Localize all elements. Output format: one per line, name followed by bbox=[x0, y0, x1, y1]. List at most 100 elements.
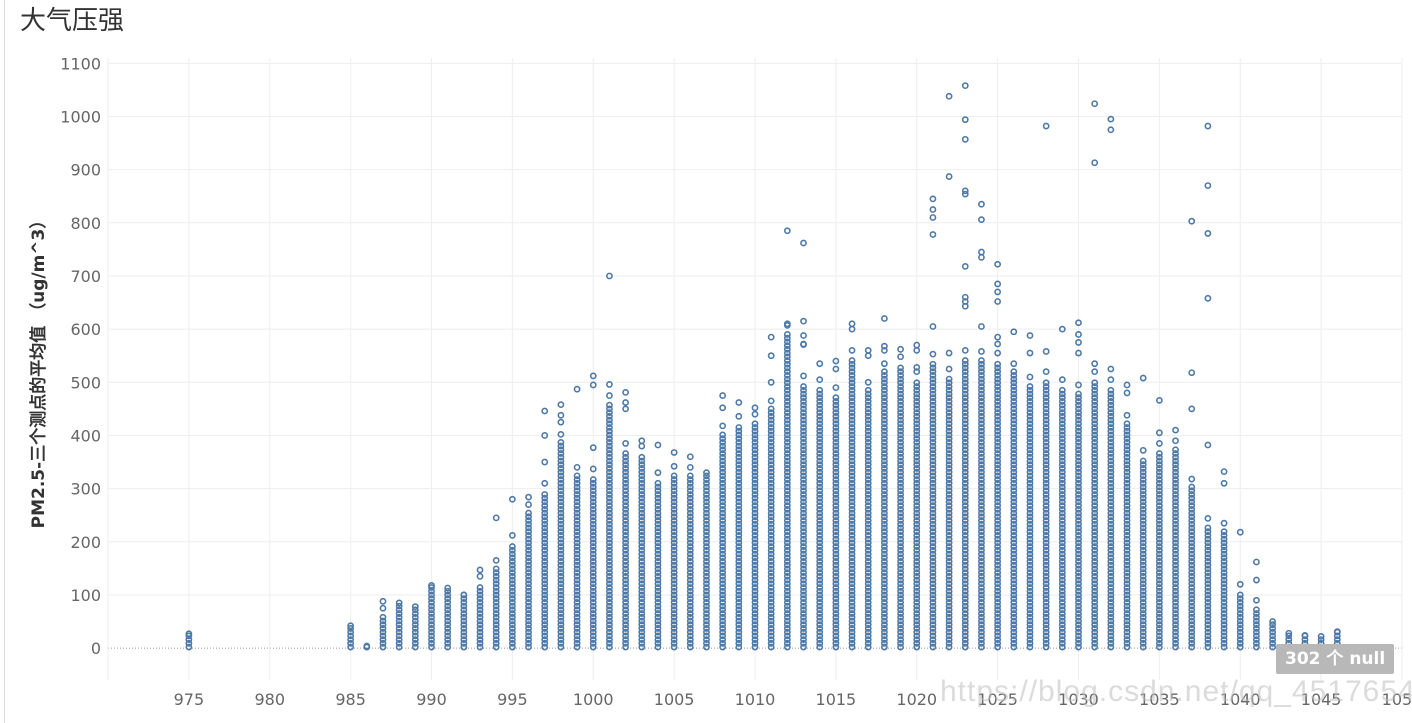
data-point bbox=[670, 524, 678, 532]
data-point-outlier bbox=[1091, 159, 1099, 167]
data-point bbox=[1010, 513, 1018, 521]
data-point bbox=[1188, 483, 1196, 491]
data-point bbox=[1269, 636, 1276, 643]
data-point bbox=[978, 472, 985, 480]
data-point bbox=[783, 531, 791, 539]
data-point bbox=[978, 405, 985, 413]
data-point bbox=[1075, 572, 1082, 580]
data-point bbox=[897, 639, 904, 647]
data-point bbox=[1058, 461, 1066, 469]
data-point bbox=[606, 572, 613, 580]
data-point bbox=[816, 517, 824, 524]
data-point bbox=[670, 643, 678, 651]
data-point bbox=[816, 639, 824, 647]
data-point bbox=[670, 572, 678, 580]
data-point bbox=[557, 476, 565, 483]
data-point bbox=[1042, 491, 1050, 498]
data-point bbox=[913, 625, 921, 632]
data-point bbox=[945, 494, 953, 502]
data-point bbox=[881, 409, 888, 416]
data-point bbox=[703, 520, 710, 528]
data-point bbox=[994, 368, 1002, 376]
data-point bbox=[541, 554, 549, 562]
data-point bbox=[816, 457, 824, 465]
data-point bbox=[881, 491, 888, 498]
data-point bbox=[1026, 643, 1034, 651]
data-point bbox=[929, 435, 937, 443]
data-point bbox=[1107, 584, 1115, 591]
data-point bbox=[1042, 431, 1050, 439]
data-point bbox=[703, 580, 710, 588]
data-point bbox=[897, 364, 904, 372]
data-point bbox=[638, 587, 646, 595]
data-column bbox=[832, 357, 840, 651]
data-point bbox=[864, 572, 872, 580]
data-point bbox=[816, 487, 824, 495]
data-point bbox=[719, 472, 727, 480]
data-point bbox=[735, 643, 743, 651]
data-point bbox=[913, 386, 921, 394]
data-point bbox=[1042, 509, 1050, 517]
data-point bbox=[1010, 561, 1018, 569]
data-point bbox=[1010, 531, 1018, 539]
y-tick-label: 700 bbox=[70, 267, 101, 286]
data-point-outlier bbox=[913, 368, 921, 376]
data-point bbox=[783, 520, 791, 528]
data-point bbox=[735, 427, 743, 435]
data-point bbox=[1139, 528, 1147, 536]
data-point bbox=[1010, 610, 1018, 617]
data-point-outlier bbox=[767, 397, 775, 405]
data-point bbox=[557, 554, 565, 562]
data-point bbox=[444, 606, 452, 614]
data-point bbox=[1026, 625, 1034, 632]
data-point bbox=[1204, 617, 1212, 625]
data-point bbox=[929, 524, 937, 532]
null-count-badge[interactable]: 302 个 null bbox=[1276, 644, 1395, 674]
data-point bbox=[816, 572, 824, 580]
data-point bbox=[1091, 543, 1099, 550]
data-point bbox=[881, 520, 888, 528]
data-point bbox=[864, 546, 872, 554]
data-point bbox=[897, 524, 904, 532]
data-point bbox=[1172, 595, 1179, 603]
data-point bbox=[444, 591, 452, 599]
data-point bbox=[557, 461, 565, 469]
data-point bbox=[1010, 643, 1018, 651]
data-point bbox=[1123, 539, 1131, 547]
data-point bbox=[945, 576, 953, 584]
data-point bbox=[816, 509, 824, 517]
data-point bbox=[800, 524, 807, 532]
data-point bbox=[492, 617, 500, 625]
data-point bbox=[897, 554, 904, 562]
data-point bbox=[816, 546, 824, 554]
data-point bbox=[881, 479, 888, 487]
data-point bbox=[1172, 461, 1179, 469]
data-point bbox=[881, 483, 888, 491]
data-point bbox=[913, 394, 921, 402]
data-points[interactable] bbox=[185, 82, 1341, 651]
data-point bbox=[1172, 598, 1179, 606]
data-point bbox=[832, 409, 840, 416]
x-tick-label: 980 bbox=[254, 690, 285, 709]
data-point bbox=[1139, 584, 1147, 591]
data-point bbox=[1188, 565, 1196, 573]
data-point bbox=[686, 483, 694, 491]
data-point bbox=[881, 412, 888, 420]
data-point bbox=[1155, 465, 1163, 472]
data-point bbox=[832, 450, 840, 457]
data-point bbox=[573, 591, 581, 599]
data-point bbox=[606, 416, 613, 424]
data-point bbox=[654, 494, 662, 502]
data-point bbox=[654, 517, 662, 524]
data-point bbox=[1042, 591, 1050, 599]
data-point bbox=[719, 435, 727, 443]
data-point bbox=[476, 591, 484, 599]
data-point bbox=[783, 368, 791, 376]
data-point bbox=[606, 487, 613, 495]
data-point bbox=[1172, 509, 1179, 517]
data-point bbox=[1042, 122, 1050, 130]
data-point bbox=[945, 520, 953, 528]
data-point bbox=[929, 580, 937, 588]
data-point bbox=[945, 569, 953, 577]
